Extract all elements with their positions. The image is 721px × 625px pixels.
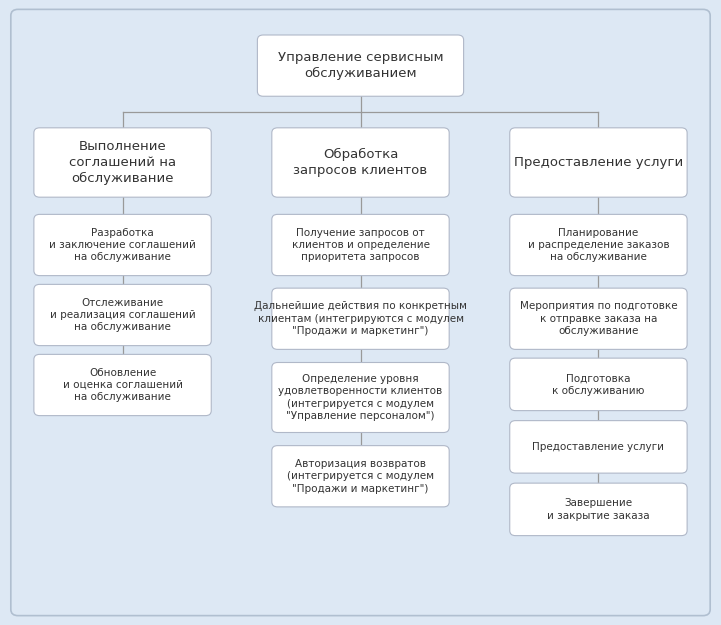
Text: Обработка
запросов клиентов: Обработка запросов клиентов <box>293 148 428 177</box>
FancyBboxPatch shape <box>510 214 687 276</box>
Text: Обновление
и оценка соглашений
на обслуживание: Обновление и оценка соглашений на обслуж… <box>63 368 182 402</box>
Text: Предоставление услуги: Предоставление услуги <box>532 442 665 452</box>
FancyBboxPatch shape <box>272 362 449 432</box>
Text: Отслеживание
и реализация соглашений
на обслуживание: Отслеживание и реализация соглашений на … <box>50 298 195 332</box>
FancyBboxPatch shape <box>272 128 449 198</box>
FancyBboxPatch shape <box>510 483 687 536</box>
Text: Получение запросов от
клиентов и определение
приоритета запросов: Получение запросов от клиентов и определ… <box>291 228 430 262</box>
Text: Подготовка
к обслуживанию: Подготовка к обслуживанию <box>552 373 645 396</box>
Text: Дальнейшие действия по конкретным
клиентам (интегрируются с модулем
"Продажи и м: Дальнейшие действия по конкретным клиент… <box>254 301 467 336</box>
FancyBboxPatch shape <box>272 446 449 507</box>
FancyBboxPatch shape <box>257 35 464 96</box>
FancyBboxPatch shape <box>34 128 211 198</box>
FancyBboxPatch shape <box>510 288 687 349</box>
Text: Авторизация возвратов
(интегрируется с модулем
"Продажи и маркетинг"): Авторизация возвратов (интегрируется с м… <box>287 459 434 494</box>
FancyBboxPatch shape <box>34 214 211 276</box>
FancyBboxPatch shape <box>510 128 687 198</box>
FancyBboxPatch shape <box>510 358 687 411</box>
Text: Управление сервисным
обслуживанием: Управление сервисным обслуживанием <box>278 51 443 80</box>
Text: Определение уровня
удовлетворенности клиентов
(интегрируется с модулем
"Управлен: Определение уровня удовлетворенности кли… <box>278 374 443 421</box>
FancyBboxPatch shape <box>272 288 449 349</box>
Text: Выполнение
соглашений на
обслуживание: Выполнение соглашений на обслуживание <box>69 140 176 185</box>
Text: Мероприятия по подготовке
к отправке заказа на
обслуживание: Мероприятия по подготовке к отправке зак… <box>520 301 677 336</box>
FancyBboxPatch shape <box>34 354 211 416</box>
FancyBboxPatch shape <box>272 214 449 276</box>
Text: Завершение
и закрытие заказа: Завершение и закрытие заказа <box>547 498 650 521</box>
Text: Планирование
и распределение заказов
на обслуживание: Планирование и распределение заказов на … <box>528 228 669 262</box>
FancyBboxPatch shape <box>34 284 211 346</box>
FancyBboxPatch shape <box>510 421 687 473</box>
Text: Предоставление услуги: Предоставление услуги <box>514 156 683 169</box>
Text: Разработка
и заключение соглашений
на обслуживание: Разработка и заключение соглашений на об… <box>49 228 196 262</box>
